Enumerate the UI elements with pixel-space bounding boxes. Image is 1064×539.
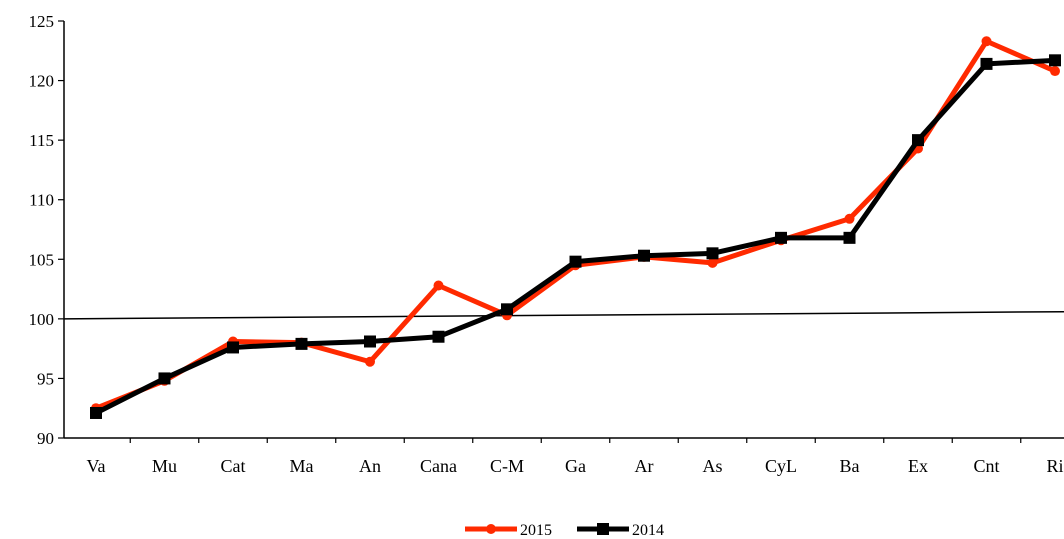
x-tick-label: Ri bbox=[1046, 456, 1063, 476]
x-tick-label: Ba bbox=[840, 456, 860, 476]
reference-line-group bbox=[63, 310, 1064, 320]
x-tick-label: Cat bbox=[221, 456, 246, 476]
chart-axes: 90 95 100 105 110 115 120 125 Va Mu Cat Ma An Cana C-M… bbox=[29, 12, 1064, 476]
reference-line bbox=[63, 310, 1064, 320]
data-point-marker bbox=[707, 257, 718, 268]
x-tick-label: Ga bbox=[565, 456, 586, 476]
y-tick-label: 95 bbox=[37, 369, 54, 388]
chart-legend: 2015 2014 bbox=[465, 522, 664, 539]
legend-marker bbox=[597, 523, 609, 535]
x-tick-label: Va bbox=[87, 456, 106, 476]
data-point-marker bbox=[843, 231, 856, 244]
y-tick-label: 120 bbox=[29, 72, 55, 91]
data-point-marker bbox=[1049, 54, 1061, 67]
data-point-marker bbox=[158, 372, 171, 385]
legend-item-2014: 2014 bbox=[577, 522, 664, 539]
series-line bbox=[95, 38, 1056, 411]
y-tick-label: 105 bbox=[29, 250, 55, 269]
data-point-marker bbox=[227, 341, 239, 354]
data-point-marker bbox=[364, 335, 376, 348]
x-tick-label: Cnt bbox=[973, 456, 999, 476]
series-group bbox=[90, 36, 1061, 419]
data-point-marker bbox=[775, 231, 787, 244]
x-tick-label: Ar bbox=[635, 456, 654, 476]
y-tick-label: 100 bbox=[29, 310, 55, 329]
data-point-marker bbox=[569, 255, 582, 268]
series-2015 bbox=[91, 36, 1060, 414]
data-point-marker bbox=[433, 280, 444, 291]
series-line bbox=[94, 57, 1056, 416]
data-point-marker bbox=[912, 134, 924, 147]
x-tick-label: As bbox=[702, 456, 722, 476]
y-tick-label: 115 bbox=[29, 131, 54, 150]
data-point-marker bbox=[981, 36, 992, 47]
x-tick-label: Ma bbox=[290, 456, 314, 476]
data-point-marker bbox=[432, 330, 445, 343]
legend-item-2015: 2015 bbox=[465, 522, 552, 539]
legend-label: 2014 bbox=[632, 522, 664, 539]
legend-label: 2015 bbox=[520, 522, 552, 539]
data-point-marker bbox=[365, 356, 375, 367]
data-point-marker bbox=[706, 247, 719, 260]
data-point-marker bbox=[1050, 66, 1060, 77]
data-point-marker bbox=[844, 213, 855, 224]
x-tick-label: Mu bbox=[152, 456, 177, 476]
x-tick-label: Ex bbox=[908, 456, 928, 476]
data-point-marker bbox=[980, 57, 993, 70]
legend-marker bbox=[486, 524, 496, 534]
y-tick-label: 110 bbox=[29, 191, 54, 210]
x-tick-label: An bbox=[359, 456, 381, 476]
data-point-marker bbox=[638, 249, 650, 262]
series-2014 bbox=[90, 54, 1061, 419]
data-point-marker bbox=[295, 337, 308, 350]
x-tick-label: CyL bbox=[765, 456, 797, 476]
x-tick-label: Cana bbox=[420, 456, 457, 476]
y-tick-label: 125 bbox=[29, 12, 55, 31]
data-point-marker bbox=[90, 406, 102, 419]
data-point-marker bbox=[501, 303, 513, 316]
y-tick-label: 90 bbox=[37, 429, 54, 448]
x-tick-label: C-M bbox=[490, 456, 524, 476]
